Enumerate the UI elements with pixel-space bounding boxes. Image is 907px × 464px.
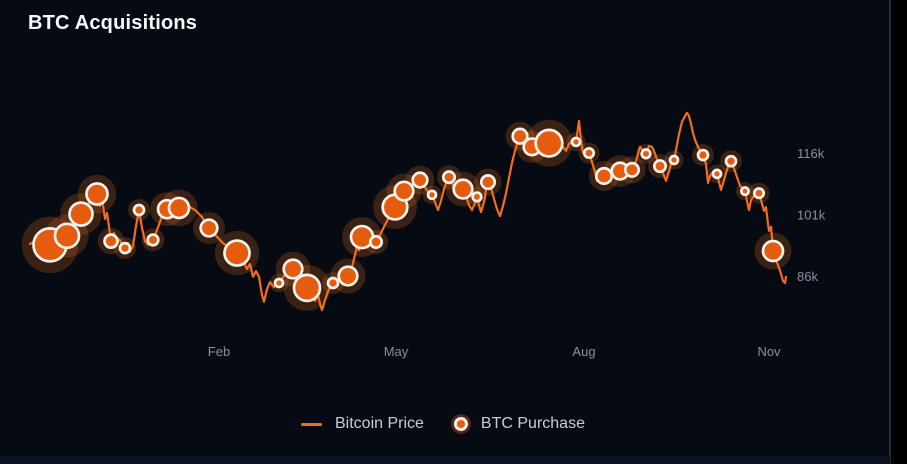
btc-purchase-bubble[interactable] — [640, 148, 652, 160]
btc-purchase-bubble[interactable] — [103, 233, 119, 249]
line-swatch-icon — [301, 422, 322, 426]
btc-purchase-bubble[interactable] — [570, 136, 582, 148]
btc-purchase-bubble[interactable] — [511, 127, 529, 145]
right-black-margin — [891, 0, 907, 464]
btc-purchase-bubble[interactable] — [167, 196, 191, 220]
legend-item-btc-purchase[interactable]: BTC Purchase — [453, 415, 585, 433]
bubble-swatch-icon — [453, 417, 468, 431]
btc-purchase-bubble[interactable] — [146, 233, 160, 247]
btc-purchase-bubble[interactable] — [337, 265, 359, 287]
btc-purchase-bubble[interactable] — [326, 276, 340, 290]
btc-purchase-bubble[interactable] — [273, 277, 285, 289]
btc-purchase-bubble[interactable] — [534, 128, 564, 158]
btc-purchase-bubble[interactable] — [411, 171, 429, 189]
y-axis-tick-label: 116k — [797, 146, 825, 161]
btc-purchase-bubble[interactable] — [594, 166, 614, 186]
btc-purchase-bubble[interactable] — [53, 222, 81, 250]
btc-purchase-bubble[interactable] — [582, 146, 596, 160]
chart-legend: Bitcoin Price BTC Purchase — [301, 411, 585, 437]
btc-purchase-bubble[interactable] — [623, 161, 641, 178]
page-title: BTC Acquisitions — [28, 12, 198, 34]
x-axis-tick-label: Feb — [208, 344, 230, 359]
btc-purchase-bubble[interactable] — [761, 239, 785, 263]
btc-purchase-bubble[interactable] — [652, 159, 668, 174]
btc-purchase-bubble[interactable] — [118, 241, 132, 255]
btc-purchase-bubble[interactable] — [668, 154, 680, 166]
y-axis-tick-label: 86k — [797, 269, 818, 284]
btc-purchase-bubble[interactable] — [292, 273, 322, 303]
x-axis-tick-label: Nov — [757, 344, 781, 359]
btc-purchase-bubble[interactable] — [199, 218, 219, 238]
btc-purchase-bubble[interactable] — [85, 182, 109, 206]
btc-purchase-bubble[interactable] — [426, 189, 438, 201]
x-axis-tick-label: Aug — [572, 344, 595, 359]
btc-purchase-bubble[interactable] — [452, 178, 474, 200]
btc-purchase-bubble[interactable] — [479, 174, 497, 191]
btc-purchase-bubble[interactable] — [282, 258, 304, 280]
bottom-edge-bar — [0, 456, 890, 464]
legend-item-bitcoin-price[interactable]: Bitcoin Price — [301, 415, 424, 433]
btc-purchase-bubble[interactable] — [471, 191, 483, 203]
btc-purchase-bubble[interactable] — [752, 187, 766, 200]
btc-purchase-bubble[interactable] — [711, 168, 723, 180]
btc-purchase-bubble[interactable] — [223, 239, 251, 267]
y-axis-tick-label: 101k — [797, 208, 826, 223]
panel-edge-divider — [889, 0, 891, 464]
btc-purchase-bubble[interactable] — [441, 170, 457, 185]
btc-purchase-bubble[interactable] — [68, 201, 94, 227]
btc-purchase-bubble[interactable] — [368, 234, 384, 250]
legend-label: Bitcoin Price — [335, 415, 424, 432]
x-axis-tick-label: May — [384, 344, 409, 359]
btc-purchase-bubble[interactable] — [696, 148, 710, 162]
btc-purchase-bubble[interactable] — [724, 154, 738, 168]
btc-purchase-bubble[interactable] — [132, 203, 146, 217]
legend-label: BTC Purchase — [480, 415, 585, 432]
btc-purchase-bubble[interactable] — [739, 186, 751, 197]
btc-purchase-bubble[interactable] — [393, 180, 415, 202]
